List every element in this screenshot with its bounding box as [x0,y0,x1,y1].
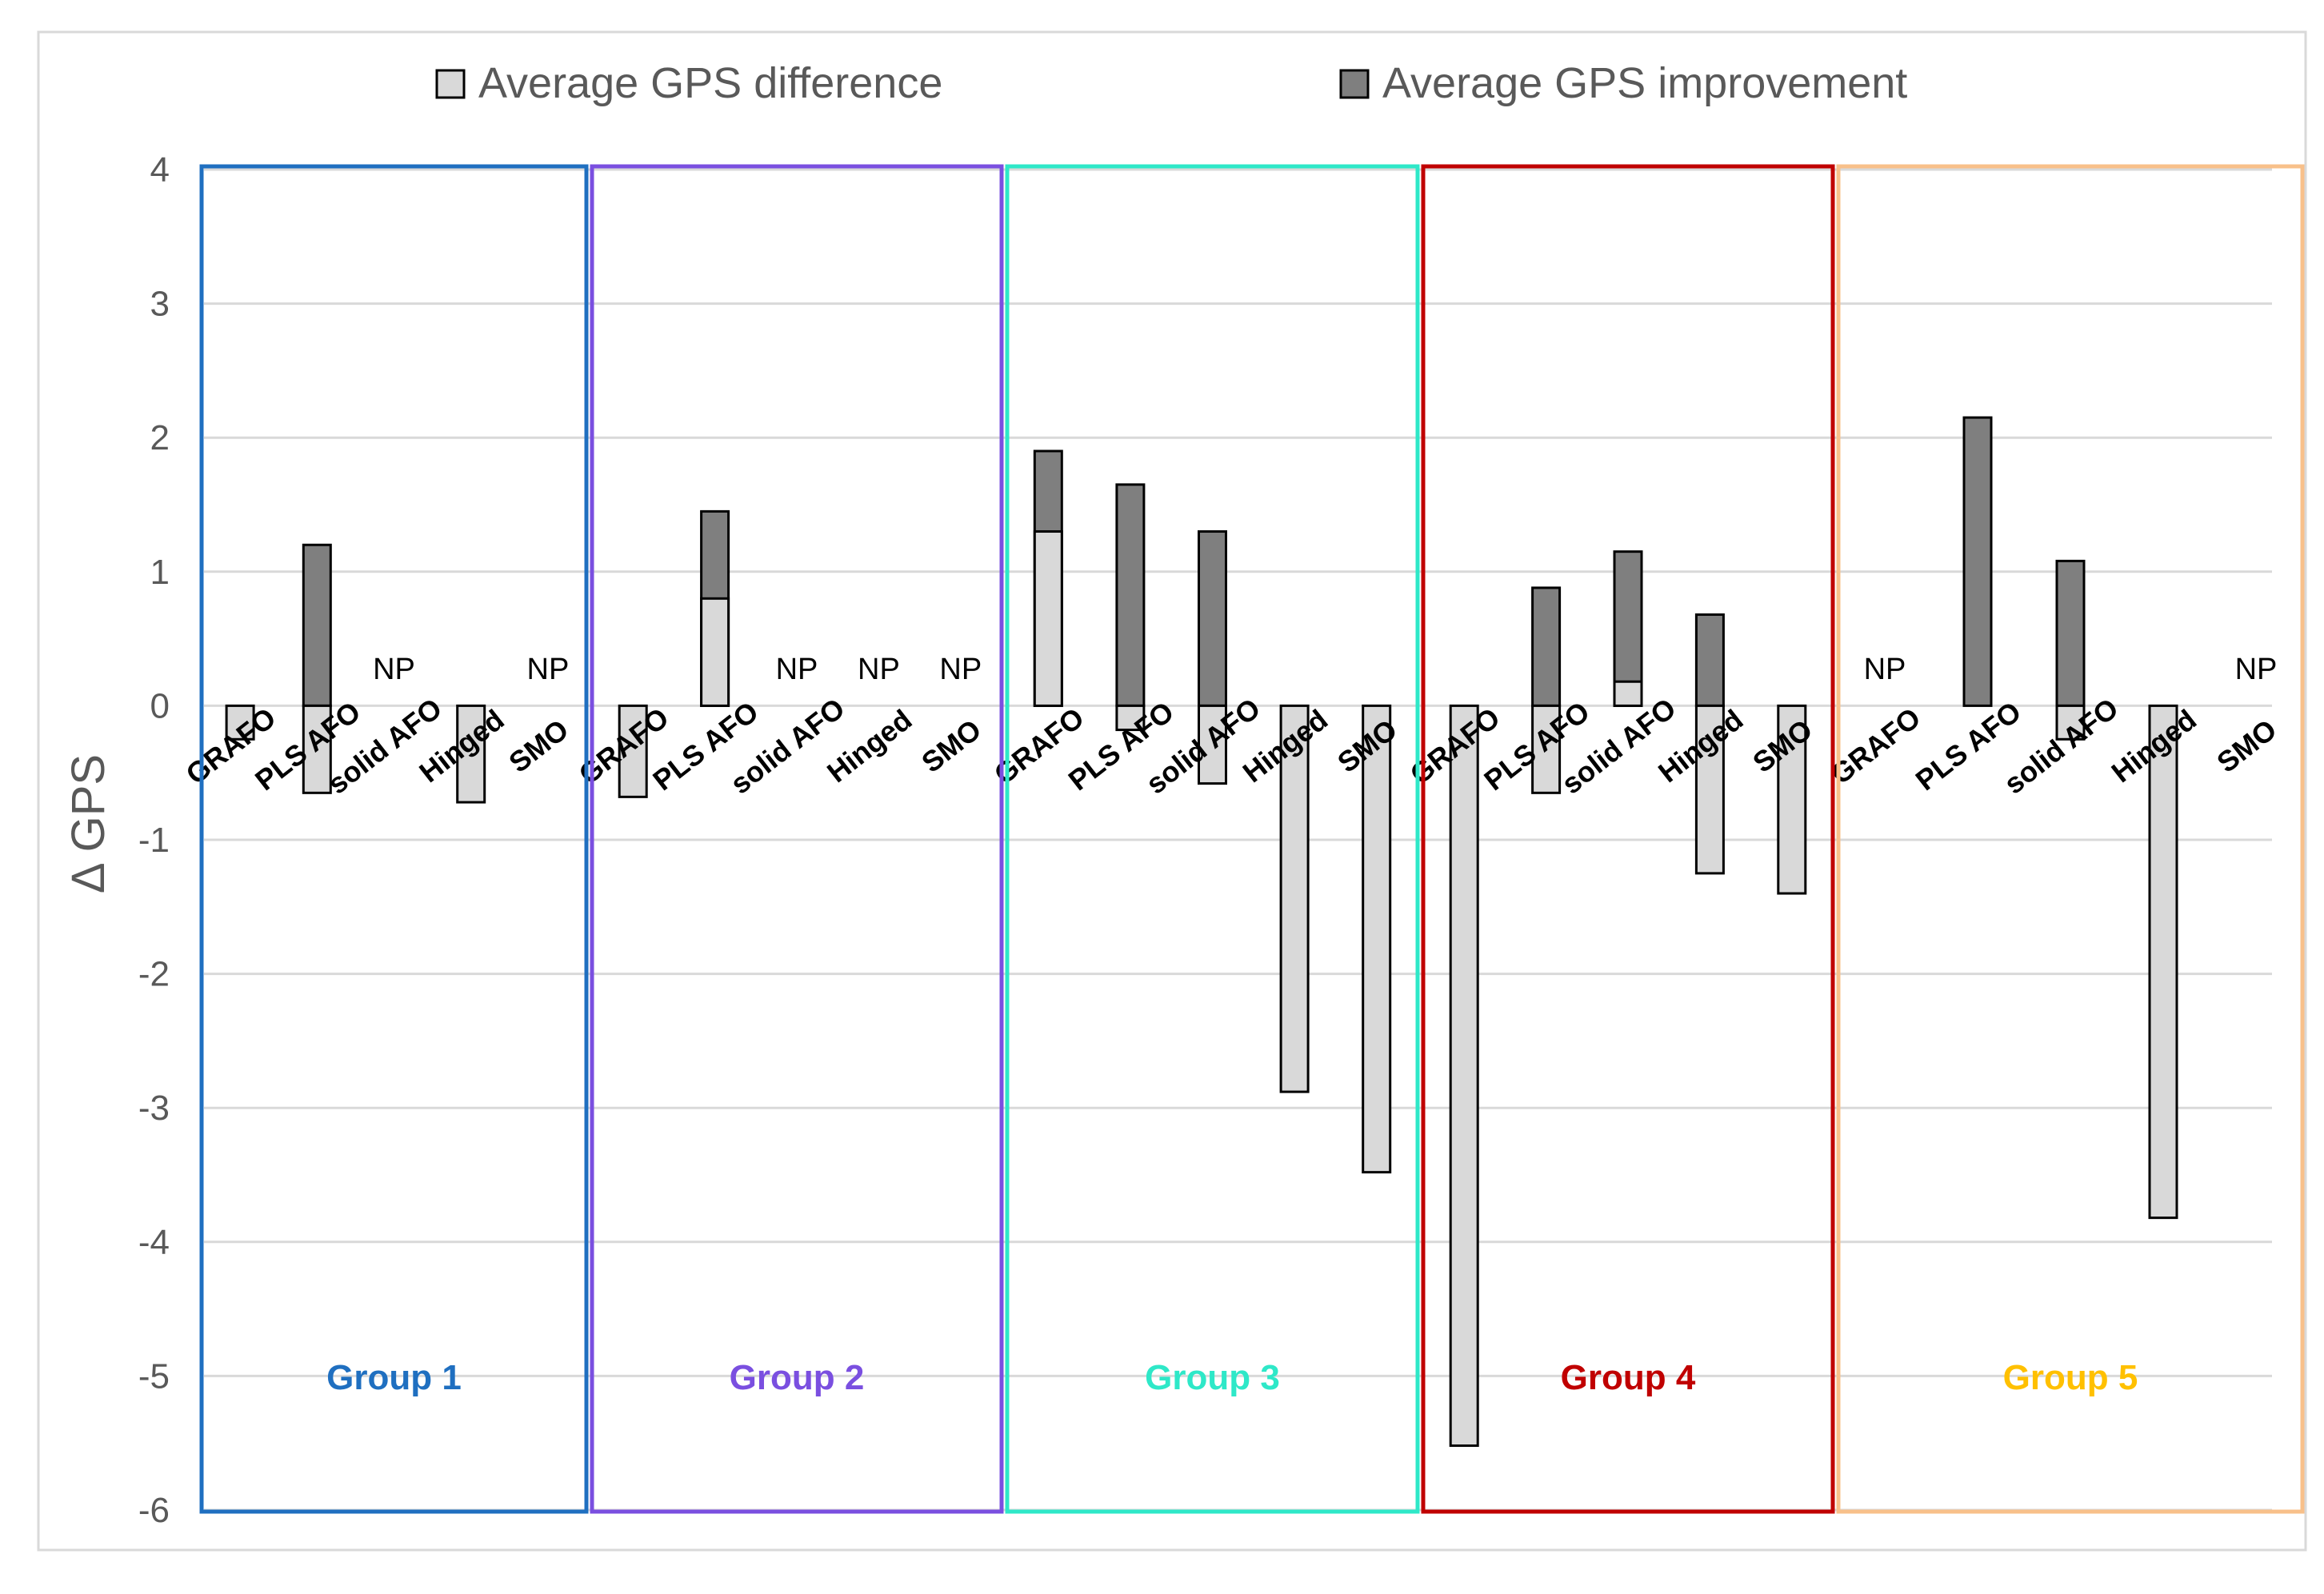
np-label: NP [373,653,415,686]
bars [225,416,2178,1448]
legend: Average GPS difference Average GPS impro… [435,59,1907,107]
group-label: Group 1 [326,1358,462,1397]
group-label: Group 2 [730,1358,865,1397]
legend-swatch-improvement [1339,69,1370,99]
y-tick-label: 0 [150,686,170,725]
group-boxes: Group 1 Group 2 Group 3 Group 4 Group 5 [199,164,2305,1514]
bar-difference [1694,704,1725,875]
group-label: Group 4 [1561,1358,1696,1397]
bar-difference [1777,704,1807,895]
bar-difference [1449,704,1479,1448]
bar-improvement [1531,586,1562,707]
y-tick-label: 3 [150,285,170,324]
group-box [199,164,589,1514]
chart-frame [37,30,2307,1552]
bar-difference [225,704,255,741]
bar-improvement [1198,530,1227,707]
y-tick-label: -5 [138,1356,170,1396]
np-label: NP [776,653,818,686]
np-label: NP [1864,653,1906,686]
bar-improvement [1694,613,1725,707]
y-tick-label: 4 [150,150,170,190]
legend-label-difference: Average GPS difference [478,59,942,107]
y-tick-label: -3 [138,1089,170,1128]
y-tick-label: 2 [150,418,170,457]
np-label: NP [858,653,900,686]
bar-difference [2055,704,2086,741]
y-tick-label: -6 [138,1491,170,1530]
y-axis-label: Δ GPS [62,754,114,893]
y-tick-label: -2 [138,955,170,994]
bar-difference [2148,704,2178,1220]
bar-difference [456,704,486,804]
bar-difference [618,704,648,798]
bar-difference [1033,530,1063,707]
bar-improvement [1115,483,1146,707]
legend-label-improvement: Average GPS improvement [1382,59,1907,107]
bar-difference [700,597,730,707]
group-box [590,164,1004,1514]
bar-difference [1198,704,1227,785]
group-box [1005,164,1420,1514]
group-box [1421,164,1835,1514]
bar-difference [1279,704,1310,1093]
group-label: Group 5 [2003,1358,2138,1397]
bar-difference [1531,704,1562,794]
y-tick-label: -1 [138,821,170,860]
bar-improvement [1962,416,1993,707]
y-tick-label: -4 [138,1223,170,1262]
bar-difference [1362,704,1392,1174]
np-label: NP [2235,653,2278,686]
group-box [1836,164,2305,1514]
bar-improvement [2055,559,2086,707]
bar-improvement [302,543,332,707]
bar-difference [1613,680,1643,707]
bar-improvement [1613,550,1643,707]
bar-difference [1115,704,1146,732]
legend-swatch-difference [435,69,466,99]
np-label: NP [939,653,982,686]
y-tick-label: 1 [150,553,170,592]
np-label: NP [527,653,570,686]
bar-difference [302,704,332,794]
y-axis-ticks: 4 3 2 1 0 -1 -2 -3 -4 -5 -6 [138,150,170,1530]
group-label: Group 3 [1145,1358,1280,1397]
